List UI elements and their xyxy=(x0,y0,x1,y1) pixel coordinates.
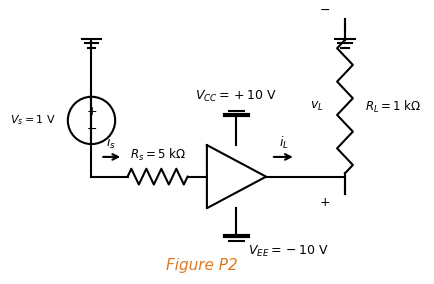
Text: $i_L$: $i_L$ xyxy=(278,135,288,151)
Text: Figure P2: Figure P2 xyxy=(166,258,237,273)
Text: $i_s$: $i_s$ xyxy=(106,135,116,151)
Text: $R_s = 5\ \mathrm{k\Omega}$: $R_s = 5\ \mathrm{k\Omega}$ xyxy=(129,147,185,163)
Text: −: − xyxy=(319,4,330,17)
Text: $R_L = 1\ \mathrm{k\Omega}$: $R_L = 1\ \mathrm{k\Omega}$ xyxy=(364,99,420,115)
Text: +: + xyxy=(319,196,330,209)
Text: $V_{EE} = -10\ \mathrm{V}$: $V_{EE} = -10\ \mathrm{V}$ xyxy=(248,244,329,259)
Text: $v_L$: $v_L$ xyxy=(309,100,322,113)
Text: −: − xyxy=(86,123,96,136)
Text: $V_{CC} = +10\ \mathrm{V}$: $V_{CC} = +10\ \mathrm{V}$ xyxy=(195,89,277,104)
Text: $V_s = 1\ \mathrm{V}$: $V_s = 1\ \mathrm{V}$ xyxy=(10,114,56,127)
Text: +: + xyxy=(86,105,97,118)
